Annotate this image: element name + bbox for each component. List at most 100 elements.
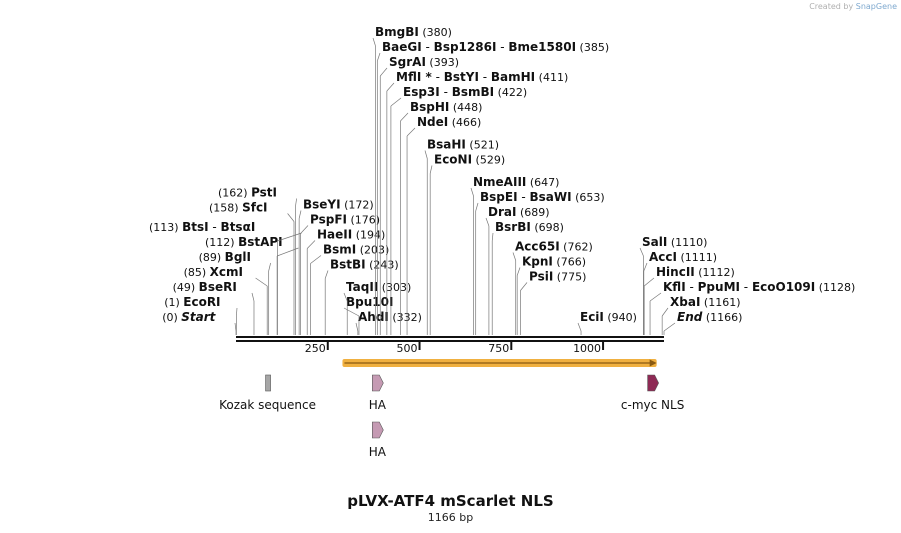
site-enzyme-name: NdeI bbox=[417, 115, 448, 129]
site-position: (303) bbox=[378, 281, 411, 294]
site-enzyme-name: BstAPI bbox=[238, 235, 283, 249]
orf-direction-arrowhead bbox=[649, 359, 657, 367]
site-label-xbai: XbaI (1161) bbox=[670, 295, 740, 309]
site-label-bsahi: BsaHI (521) bbox=[427, 138, 499, 152]
site-label-end: End (1166) bbox=[677, 310, 742, 324]
site-position: (112) bbox=[205, 236, 238, 249]
site-position: (529) bbox=[472, 154, 505, 167]
site-leader-sfci bbox=[287, 213, 295, 222]
site-position: (1128) bbox=[815, 281, 855, 294]
site-position: (49) bbox=[173, 281, 199, 294]
site-leader-end bbox=[663, 322, 676, 332]
site-name-separator: - bbox=[479, 70, 491, 84]
site-leader-psti bbox=[295, 198, 297, 207]
site-name-separator: - bbox=[496, 40, 508, 54]
site-position: (647) bbox=[526, 176, 559, 189]
site-label-bstapi: (112) BstAPI bbox=[205, 235, 283, 249]
site-leader-acc65i bbox=[512, 252, 517, 261]
site-label-baegi: BaeGI - Bsp1286I - Bme1580I (385) bbox=[382, 40, 609, 54]
site-position: (1112) bbox=[695, 266, 735, 279]
site-leader-hincii bbox=[643, 277, 655, 287]
site-name-separator: - bbox=[740, 280, 752, 294]
site-label-start: (0) Start bbox=[162, 310, 216, 324]
site-enzyme-name: BtsαI bbox=[221, 220, 256, 234]
feature-ha1 bbox=[372, 374, 384, 392]
site-label-econi: EcoNI (529) bbox=[434, 153, 505, 167]
site-leader-esp3i bbox=[390, 97, 402, 107]
site-position: (1166) bbox=[702, 311, 742, 324]
site-label-btsi: (113) BtsI - BtsαI bbox=[149, 220, 255, 234]
site-label-ecori: (1) EcoRI bbox=[164, 295, 220, 309]
site-position: (176) bbox=[347, 214, 380, 227]
site-leader-ndei bbox=[406, 127, 416, 137]
site-label-sali: SalI (1110) bbox=[642, 235, 707, 249]
site-position: (698) bbox=[531, 221, 564, 234]
site-leader-bstapi bbox=[276, 247, 299, 257]
site-label-sfci: (158) SfcI bbox=[209, 201, 268, 215]
site-leader-econi bbox=[429, 165, 433, 174]
site-leader-btsi bbox=[277, 232, 302, 242]
site-label-pspfi: PspFI (176) bbox=[310, 213, 380, 227]
site-enzyme-name: SfcI bbox=[242, 201, 267, 215]
site-label-kpni: KpnI (766) bbox=[522, 255, 586, 269]
site-position: (162) bbox=[218, 187, 251, 200]
site-label-ahdi: AhdI (332) bbox=[358, 310, 422, 324]
scale-tick-label: 250 bbox=[305, 342, 326, 355]
site-leader-sali bbox=[639, 247, 644, 257]
site-enzyme-name: MflI * bbox=[396, 70, 432, 84]
site-enzyme-name: HincII bbox=[656, 265, 695, 279]
site-label-bseyi: BseYI (172) bbox=[303, 198, 374, 212]
site-label-bgli: (89) BglI bbox=[199, 250, 251, 264]
site-position: (940) bbox=[604, 311, 637, 324]
site-label-drai: DraI (689) bbox=[488, 205, 550, 219]
site-position: (521) bbox=[466, 139, 499, 152]
site-enzyme-name: EcoNI bbox=[434, 153, 472, 167]
site-label-ecii: EciI (940) bbox=[580, 310, 637, 324]
site-position: (172) bbox=[341, 199, 374, 212]
site-leader-drai bbox=[485, 217, 490, 227]
site-position: (422) bbox=[494, 86, 527, 99]
site-label-hincii: HincII (1112) bbox=[656, 265, 735, 279]
site-label-taqii: TaqII (303) bbox=[346, 280, 411, 294]
site-enzyme-name: Acc65I bbox=[515, 240, 560, 254]
site-enzyme-name: BsrBI bbox=[495, 220, 531, 234]
site-label-acc65i: Acc65I (762) bbox=[515, 240, 593, 254]
site-name-separator: - bbox=[440, 85, 452, 99]
site-leader-acci bbox=[643, 262, 648, 272]
site-name-separator: - bbox=[518, 190, 530, 204]
site-position: (332) bbox=[389, 311, 422, 324]
site-enzyme-name: BaeGI bbox=[382, 40, 422, 54]
site-label-psti: (162) PstI bbox=[218, 186, 277, 200]
feature-cmyc bbox=[647, 374, 659, 392]
site-enzyme-name: DraI bbox=[488, 205, 516, 219]
feature-label-kozak: Kozak sequence bbox=[219, 398, 316, 412]
credit-prefix: Created by bbox=[809, 2, 854, 11]
site-enzyme-name: AhdI bbox=[358, 310, 389, 324]
site-position: (380) bbox=[419, 26, 452, 39]
site-leader-kpni bbox=[516, 267, 521, 276]
site-leader-ecori bbox=[236, 307, 238, 317]
feature-label-ha1: HA bbox=[369, 398, 387, 412]
site-position: (85) bbox=[184, 266, 210, 279]
site-enzyme-name: Bpu10I bbox=[346, 295, 393, 309]
site-leader-bspei bbox=[475, 202, 479, 212]
site-label-bpu10i: Bpu10I bbox=[346, 295, 393, 309]
site-label-kfli: KflI - PpuMI - EcoO109I (1128) bbox=[663, 280, 855, 294]
site-leader-bstbi bbox=[324, 270, 329, 279]
site-enzyme-name: Start bbox=[181, 310, 216, 324]
site-leader-kfli bbox=[649, 292, 662, 302]
site-label-bsphi: BspHI (448) bbox=[410, 100, 482, 114]
site-leader-baegi bbox=[376, 52, 381, 62]
site-label-xcmi: (85) XcmI bbox=[184, 265, 243, 279]
site-leader-bmgbi bbox=[372, 37, 376, 47]
site-enzyme-name: Bme1580I bbox=[508, 40, 576, 54]
site-enzyme-name: PspFI bbox=[310, 213, 347, 227]
site-enzyme-name: BseYI bbox=[303, 198, 341, 212]
site-leader-xcmi bbox=[255, 277, 268, 287]
snapgene-credit: Created by SnapGene bbox=[809, 2, 897, 11]
site-leader-bgli bbox=[268, 262, 271, 272]
site-label-nmeaiii: NmeAIII (647) bbox=[473, 175, 559, 189]
site-enzyme-name: BspHI bbox=[410, 100, 449, 114]
site-name-separator: - bbox=[686, 280, 698, 294]
